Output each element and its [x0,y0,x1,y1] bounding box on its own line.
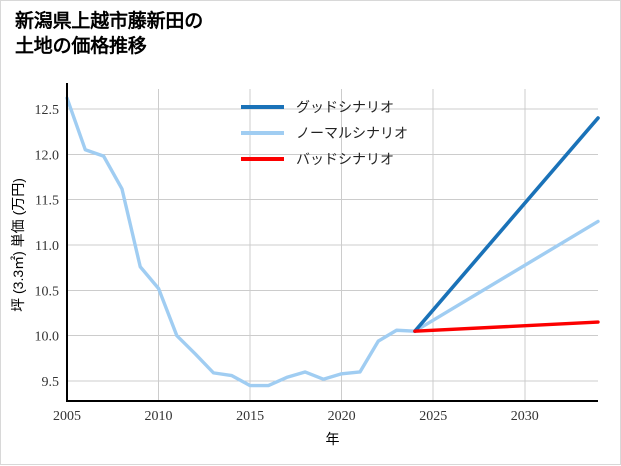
y-tick-label: 11.0 [35,239,59,254]
y-tick-label: 12.0 [35,148,60,163]
y-axis-title: 坪 (3.3㎡) 単価 (万円) [10,178,26,312]
x-tick-label: 2020 [328,409,356,424]
legend-label: グッドシナリオ [296,100,394,116]
x-tick-label: 2025 [419,409,447,424]
x-tick-label: 2015 [236,409,264,424]
x-axis-title: 年 [326,431,340,447]
x-tick-label: 2005 [53,409,81,424]
series-line-ノーマルシナリオ [65,96,600,388]
y-tick-label: 11.5 [35,194,59,209]
y-tick-label: 10.0 [35,330,60,345]
y-tick-label: 9.5 [42,375,60,390]
legend-label: バッドシナリオ [296,153,394,168]
series-line-バッドシナリオ [413,320,600,333]
y-tick-label: 10.5 [35,284,60,299]
y-tick-label: 12.5 [35,103,60,118]
x-tick-label: 2010 [145,409,173,424]
page-title: 新潟県上越市藤新田の 土地の価格推移 [15,11,204,58]
x-tick-label: 2030 [511,409,539,424]
legend-label: ノーマルシナリオ [296,127,408,142]
series-line-グッドシナリオ [413,116,600,333]
